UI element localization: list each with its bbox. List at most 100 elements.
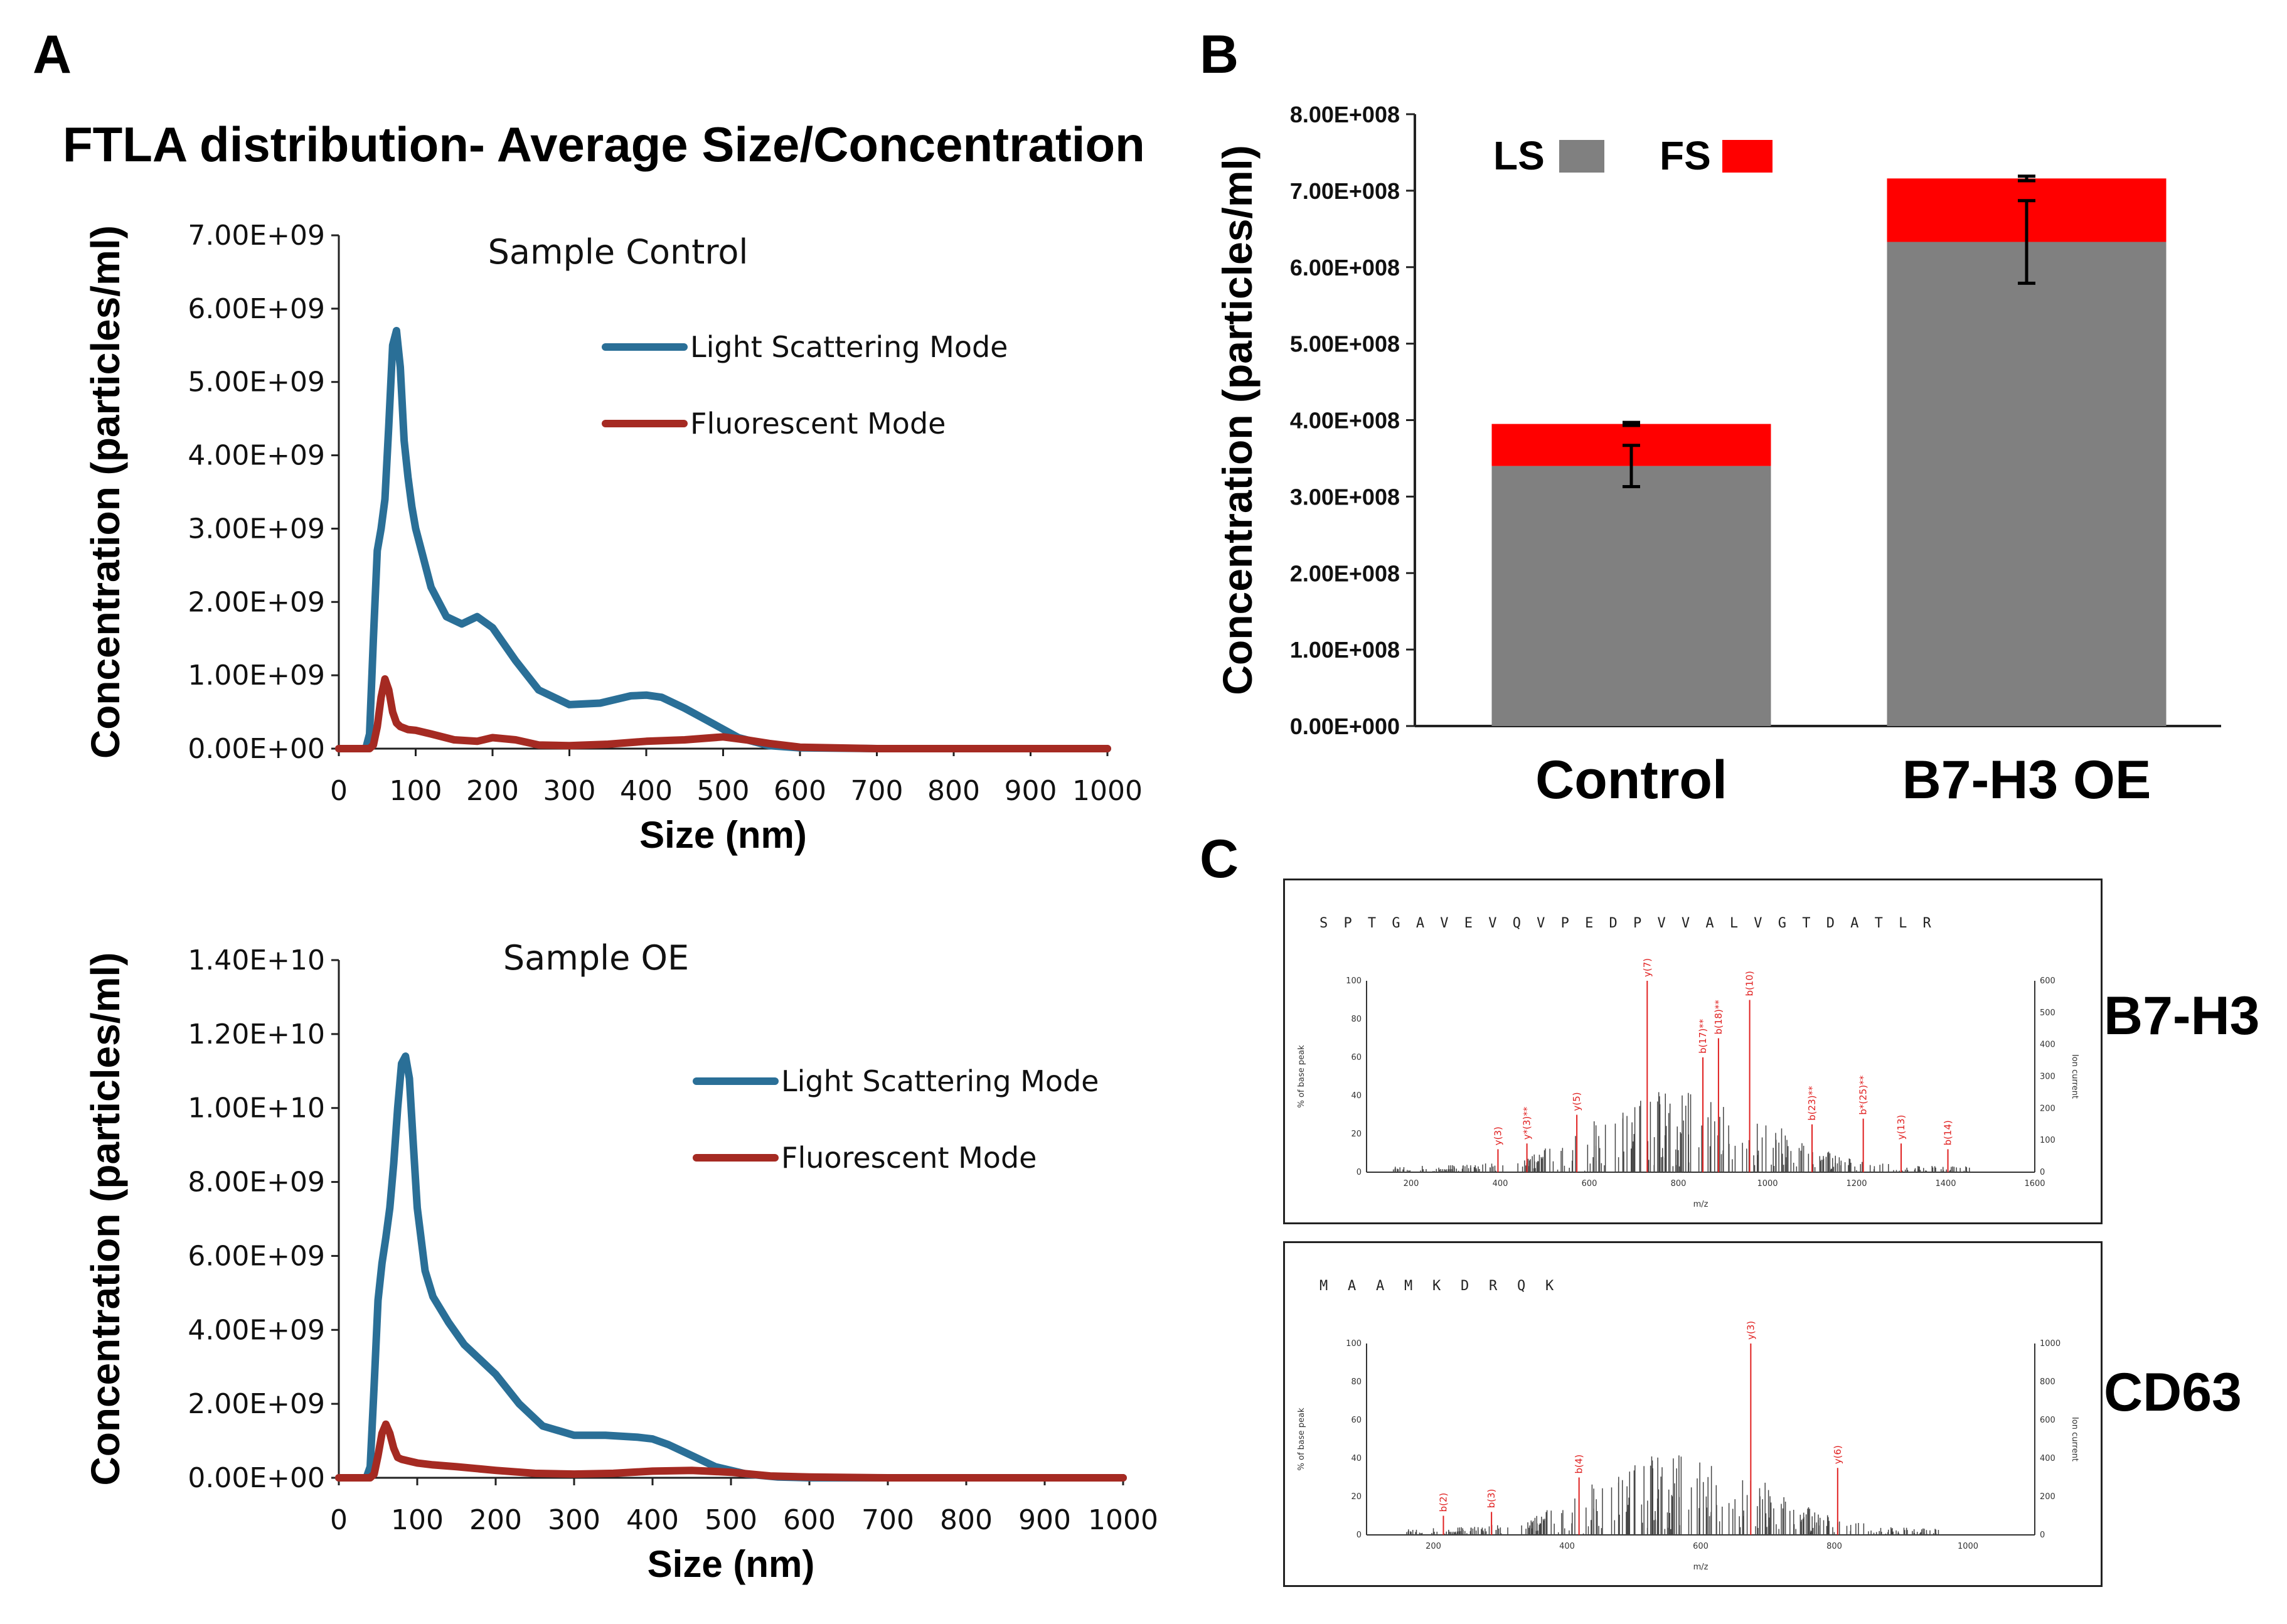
y-tick-left: 0 bbox=[1357, 1531, 1362, 1540]
y-tick-left: 60 bbox=[1351, 1416, 1362, 1425]
category-label: Control bbox=[1535, 750, 1727, 810]
y-tick-left: 100 bbox=[1346, 1339, 1362, 1349]
chart-title: Sample OE bbox=[503, 938, 689, 978]
legend-label: Light Scattering Mode bbox=[781, 1064, 1099, 1098]
residue: Q bbox=[1513, 916, 1521, 931]
residue: M bbox=[1404, 1278, 1412, 1294]
residue: S bbox=[1319, 916, 1328, 931]
x-tick-label: 900 bbox=[1005, 775, 1057, 807]
residue: R bbox=[1489, 1278, 1498, 1294]
x-tick: 1400 bbox=[1935, 1179, 1956, 1189]
x-tick-label: 200 bbox=[469, 1504, 522, 1536]
y-axis-title-right: Ion current bbox=[2070, 1417, 2079, 1461]
residue: P bbox=[1561, 916, 1569, 931]
peak-label: b(23)** bbox=[1806, 1086, 1818, 1121]
residue: T bbox=[1368, 916, 1376, 931]
residue: E bbox=[1585, 916, 1593, 931]
y-axis-title: Concentration (particles/ml) bbox=[1214, 145, 1261, 695]
residue: T bbox=[1875, 916, 1883, 931]
x-axis-title: Size (nm) bbox=[639, 814, 807, 856]
y-tick-left: 0 bbox=[1357, 1168, 1362, 1177]
residue: D bbox=[1461, 1278, 1469, 1294]
x-tick-label: 200 bbox=[466, 775, 519, 807]
y-tick-label: 4.00E+008 bbox=[1290, 408, 1400, 434]
legend-label: Fluorescent Mode bbox=[781, 1141, 1037, 1175]
residue: A bbox=[1376, 1278, 1384, 1294]
x-tick-label: 400 bbox=[620, 775, 673, 807]
y-tick-right: 200 bbox=[2040, 1104, 2055, 1113]
x-tick-label: 800 bbox=[940, 1504, 993, 1536]
msms-label-cd63: CD63 bbox=[2104, 1362, 2242, 1423]
y-tick-label: 3.00E+008 bbox=[1290, 484, 1400, 510]
y-tick-left: 20 bbox=[1351, 1492, 1362, 1502]
x-tick-label: 400 bbox=[626, 1504, 679, 1536]
peak-label: y(13) bbox=[1895, 1115, 1907, 1140]
x-tick: 600 bbox=[1693, 1542, 1709, 1551]
x-tick-label: 600 bbox=[783, 1504, 836, 1536]
residue: Q bbox=[1517, 1278, 1525, 1294]
x-axis-title: m/z bbox=[1693, 1200, 1709, 1209]
y-tick-label: 5.00E+09 bbox=[188, 366, 325, 398]
y-axis-title-left: % of base peak bbox=[1297, 1045, 1306, 1108]
x-tick-label: 100 bbox=[390, 775, 442, 807]
x-tick: 1200 bbox=[1846, 1179, 1867, 1189]
x-tick-label: 0 bbox=[330, 775, 348, 807]
residue: T bbox=[1802, 916, 1810, 931]
figure-title: FTLA distribution- Average Size/Concentr… bbox=[63, 117, 1145, 172]
y-tick-label: 8.00E+008 bbox=[1290, 102, 1400, 127]
peak-label: b(18)** bbox=[1713, 1000, 1724, 1035]
x-tick: 800 bbox=[1671, 1179, 1687, 1189]
x-axis-title: m/z bbox=[1693, 1563, 1709, 1572]
x-tick-label: 300 bbox=[548, 1504, 600, 1536]
residue: K bbox=[1432, 1278, 1441, 1294]
x-tick-label: 500 bbox=[705, 1504, 757, 1536]
residue: V bbox=[1682, 916, 1690, 931]
y-axis-title-left: % of base peak bbox=[1297, 1408, 1306, 1470]
legend-label: Light Scattering Mode bbox=[690, 330, 1008, 364]
residue: P bbox=[1633, 916, 1641, 931]
residue: L bbox=[1730, 916, 1738, 931]
y-tick-right: 300 bbox=[2040, 1072, 2055, 1082]
peak-label: b*(25)** bbox=[1858, 1075, 1869, 1114]
panel-label-b: B bbox=[1200, 24, 1239, 85]
peak-label: b(10) bbox=[1744, 971, 1756, 996]
y-tick-label: 4.00E+09 bbox=[188, 1314, 325, 1346]
bar-ls bbox=[1887, 242, 2167, 726]
msms-box-cd63: M A A M K D R Q K 0 20 40 60 80 100 0 200 400 600 800 1000 20… bbox=[1283, 1241, 2103, 1587]
residue: A bbox=[1705, 916, 1714, 931]
y-axis-title: Concentration (particles/ml) bbox=[83, 225, 128, 759]
peak-label: y(6) bbox=[1832, 1445, 1843, 1464]
x-tick-label: 600 bbox=[774, 775, 826, 807]
peak-label: y*(3)** bbox=[1522, 1106, 1533, 1140]
x-tick: 1000 bbox=[1757, 1179, 1778, 1189]
legend-label-fs: FS bbox=[1660, 133, 1711, 178]
y-tick-label: 0.00E+00 bbox=[188, 733, 325, 765]
series-fluorescent bbox=[335, 1420, 1127, 1482]
msms-label-b7h3: B7-H3 bbox=[2104, 986, 2260, 1046]
y-tick-right: 1000 bbox=[2040, 1339, 2060, 1349]
residue: V bbox=[1488, 916, 1496, 931]
y-tick-label: 0.00E+000 bbox=[1290, 713, 1400, 739]
y-tick-left: 80 bbox=[1351, 1015, 1362, 1024]
residue: P bbox=[1343, 916, 1351, 931]
panel-label-c: C bbox=[1200, 829, 1239, 889]
y-tick-label: 1.40E+10 bbox=[188, 944, 325, 976]
x-tick-label: 1000 bbox=[1072, 775, 1143, 807]
residue: A bbox=[1850, 916, 1858, 931]
residue: V bbox=[1440, 916, 1448, 931]
peak-label: b(3) bbox=[1486, 1489, 1497, 1509]
residue: E bbox=[1464, 916, 1473, 931]
residue: D bbox=[1609, 916, 1618, 931]
y-tick-label: 6.00E+008 bbox=[1290, 255, 1400, 280]
y-tick-right: 100 bbox=[2040, 1136, 2055, 1145]
y-tick-label: 3.00E+09 bbox=[188, 513, 325, 545]
y-tick-left: 100 bbox=[1346, 976, 1362, 986]
y-tick-label: 6.00E+09 bbox=[188, 1240, 325, 1272]
legend-swatch-ls bbox=[1559, 140, 1604, 173]
x-tick-label: 800 bbox=[927, 775, 980, 807]
y-tick-right: 800 bbox=[2040, 1377, 2055, 1387]
y-axis-title-right: Ion current bbox=[2070, 1054, 2079, 1099]
